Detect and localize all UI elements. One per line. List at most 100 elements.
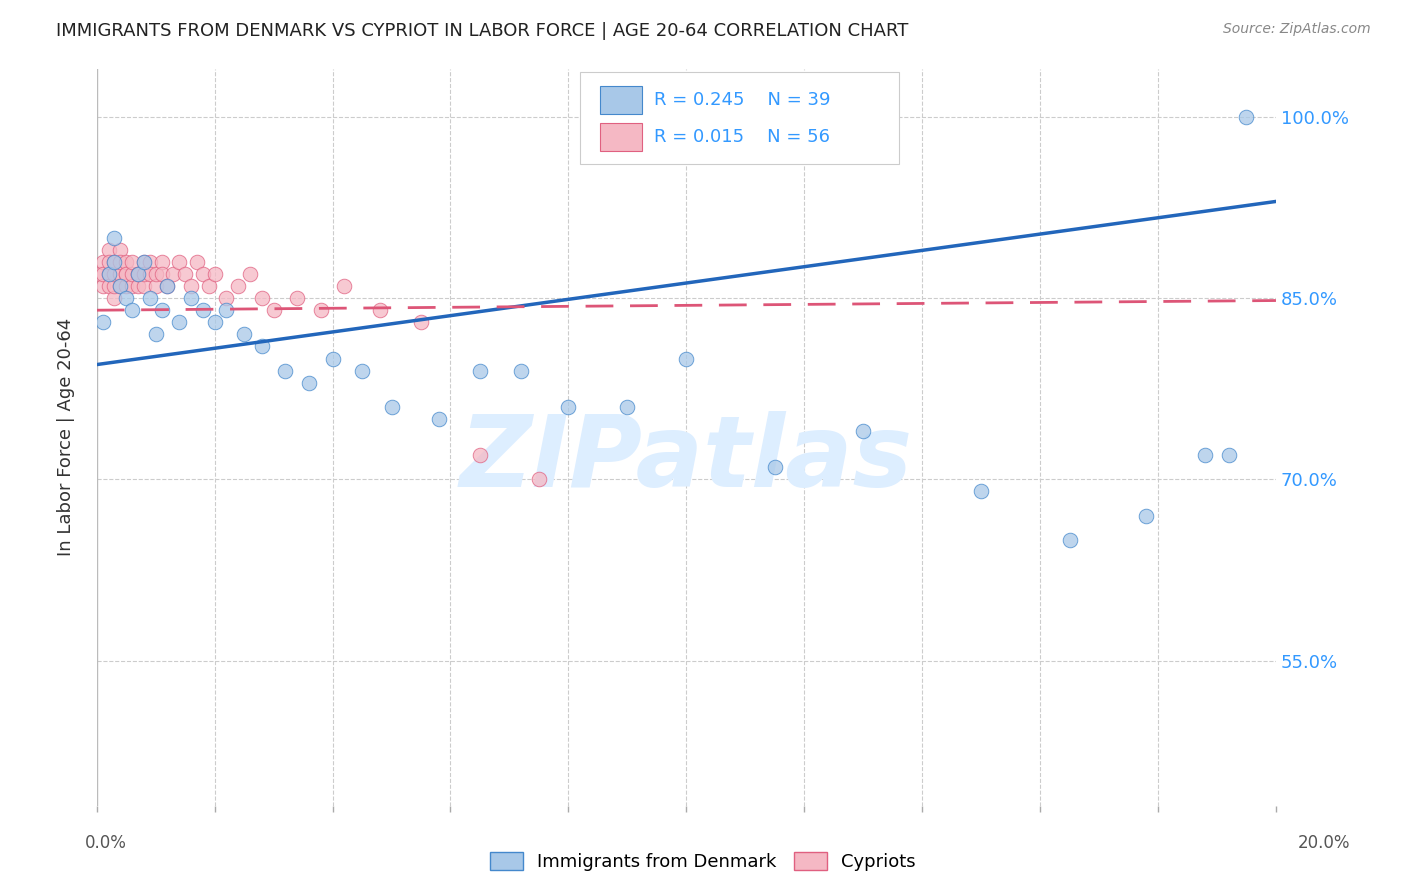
Point: [97, 267, 120, 281]
Point: [145, 327, 167, 342]
Point: [103, 255, 125, 269]
Point: [427, 412, 450, 426]
Point: [285, 291, 308, 305]
Point: [103, 291, 125, 305]
Point: [97, 255, 120, 269]
Point: [110, 279, 132, 293]
Point: [852, 424, 875, 438]
Point: [197, 279, 219, 293]
FancyBboxPatch shape: [600, 87, 641, 114]
Point: [91, 315, 114, 329]
Point: [191, 303, 214, 318]
Point: [350, 363, 373, 377]
Point: [127, 279, 149, 293]
Point: [132, 255, 155, 269]
Point: [180, 279, 202, 293]
Point: [103, 255, 125, 269]
Point: [226, 279, 249, 293]
Point: [167, 255, 190, 269]
Point: [380, 400, 402, 414]
Point: [91, 279, 114, 293]
Point: [121, 255, 143, 269]
Point: [97, 267, 120, 281]
Point: [156, 279, 179, 293]
FancyBboxPatch shape: [600, 123, 641, 151]
Point: [139, 267, 162, 281]
Point: [121, 267, 143, 281]
Point: [174, 267, 197, 281]
Point: [204, 315, 226, 329]
Point: [333, 279, 356, 293]
Point: [557, 400, 579, 414]
Text: 0.0%: 0.0%: [84, 834, 127, 852]
Point: [110, 255, 132, 269]
Text: R = 0.015    N = 56: R = 0.015 N = 56: [655, 128, 831, 146]
Point: [180, 291, 202, 305]
Point: [204, 267, 226, 281]
Point: [186, 255, 208, 269]
Point: [97, 279, 120, 293]
Point: [115, 255, 138, 269]
Point: [1194, 448, 1216, 462]
Point: [150, 303, 173, 318]
Point: [527, 472, 550, 486]
Point: [115, 267, 138, 281]
Point: [145, 267, 167, 281]
Point: [132, 279, 155, 293]
Point: [233, 327, 256, 342]
Y-axis label: In Labor Force | Age 20-64: In Labor Force | Age 20-64: [58, 318, 75, 557]
Point: [1236, 110, 1258, 124]
Point: [191, 267, 214, 281]
Point: [139, 255, 162, 269]
Point: [468, 448, 491, 462]
Legend: Immigrants from Denmark, Cypriots: Immigrants from Denmark, Cypriots: [482, 845, 924, 879]
Point: [145, 279, 167, 293]
Point: [121, 303, 143, 318]
Text: R = 0.245    N = 39: R = 0.245 N = 39: [655, 91, 831, 109]
Point: [274, 363, 297, 377]
Text: Source: ZipAtlas.com: Source: ZipAtlas.com: [1223, 22, 1371, 37]
Point: [162, 267, 184, 281]
Point: [156, 279, 179, 293]
Point: [150, 255, 173, 269]
Point: [675, 351, 697, 366]
Point: [263, 303, 285, 318]
Text: ZIPatlas: ZIPatlas: [460, 410, 912, 508]
Point: [132, 267, 155, 281]
Point: [110, 279, 132, 293]
Point: [150, 267, 173, 281]
Point: [970, 484, 993, 499]
Point: [1059, 533, 1081, 547]
Point: [298, 376, 321, 390]
Point: [115, 279, 138, 293]
Point: [110, 267, 132, 281]
Point: [368, 303, 391, 318]
Point: [1218, 448, 1240, 462]
Point: [103, 267, 125, 281]
Point: [103, 230, 125, 244]
Text: 20.0%: 20.0%: [1298, 834, 1351, 852]
Point: [510, 363, 533, 377]
Point: [103, 279, 125, 293]
Point: [139, 291, 162, 305]
Point: [115, 291, 138, 305]
Point: [616, 400, 638, 414]
Point: [127, 267, 149, 281]
Point: [97, 243, 120, 257]
Point: [89, 267, 111, 281]
Point: [127, 267, 149, 281]
Point: [250, 339, 273, 353]
Point: [127, 267, 149, 281]
Point: [1135, 508, 1157, 523]
Point: [215, 291, 238, 305]
Point: [239, 267, 262, 281]
FancyBboxPatch shape: [581, 72, 898, 164]
Point: [215, 303, 238, 318]
Point: [322, 351, 344, 366]
Point: [115, 267, 138, 281]
Point: [121, 279, 143, 293]
Point: [110, 243, 132, 257]
Point: [763, 460, 786, 475]
Point: [167, 315, 190, 329]
Text: IMMIGRANTS FROM DENMARK VS CYPRIOT IN LABOR FORCE | AGE 20-64 CORRELATION CHART: IMMIGRANTS FROM DENMARK VS CYPRIOT IN LA…: [56, 22, 908, 40]
